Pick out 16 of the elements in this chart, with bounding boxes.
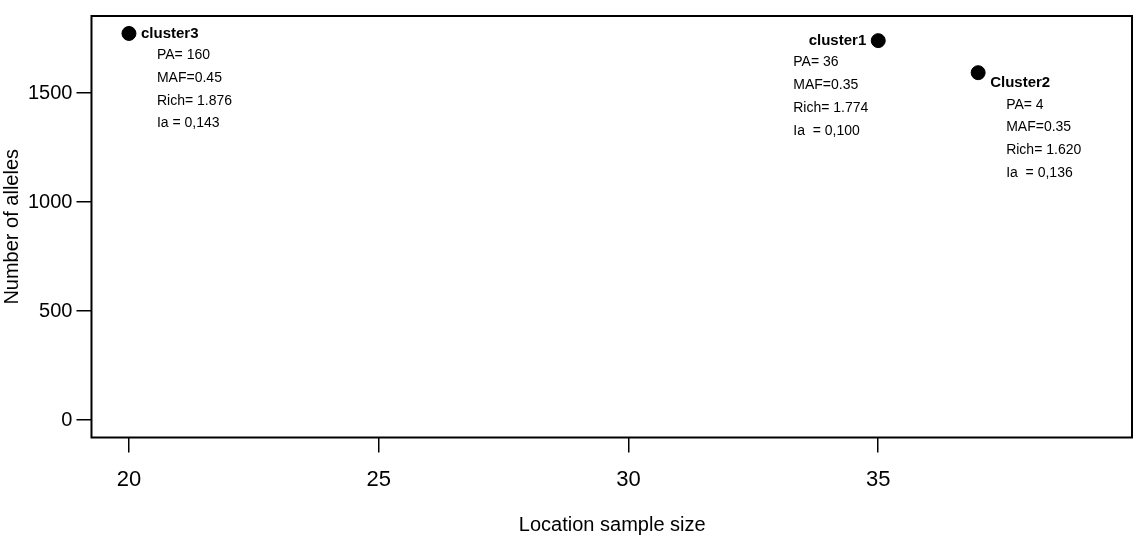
annotation: PA= 4 MAF=0.35 Rich= 1.620 Ia = 0,136 — [1006, 95, 1082, 180]
x-tick-label: 35 — [866, 465, 891, 491]
x-tick-label: 30 — [616, 465, 641, 491]
annotation: PA= 160 MAF=0.45 Rich= 1.876 Ia = 0,143 — [156, 46, 233, 131]
y-tick-label: 1000 — [27, 189, 73, 212]
x-tick-label: 25 — [366, 465, 391, 491]
y-tick-label: 1500 — [27, 80, 73, 103]
annotation: PA= 36 MAF=0.35 Rich= 1.774 Ia = 0,100 — [793, 53, 869, 138]
annotation: Cluster2 — [990, 72, 1051, 90]
y-tick-label: 500 — [39, 298, 73, 321]
annotation: cluster1 — [808, 30, 867, 48]
y-axis-title: Number of alleles — [0, 148, 22, 305]
y-tick-label: 0 — [61, 407, 73, 430]
x-axis-title: Location sample size — [518, 512, 706, 535]
annotation: cluster3 — [140, 23, 199, 41]
x-tick-label: 20 — [116, 465, 142, 491]
